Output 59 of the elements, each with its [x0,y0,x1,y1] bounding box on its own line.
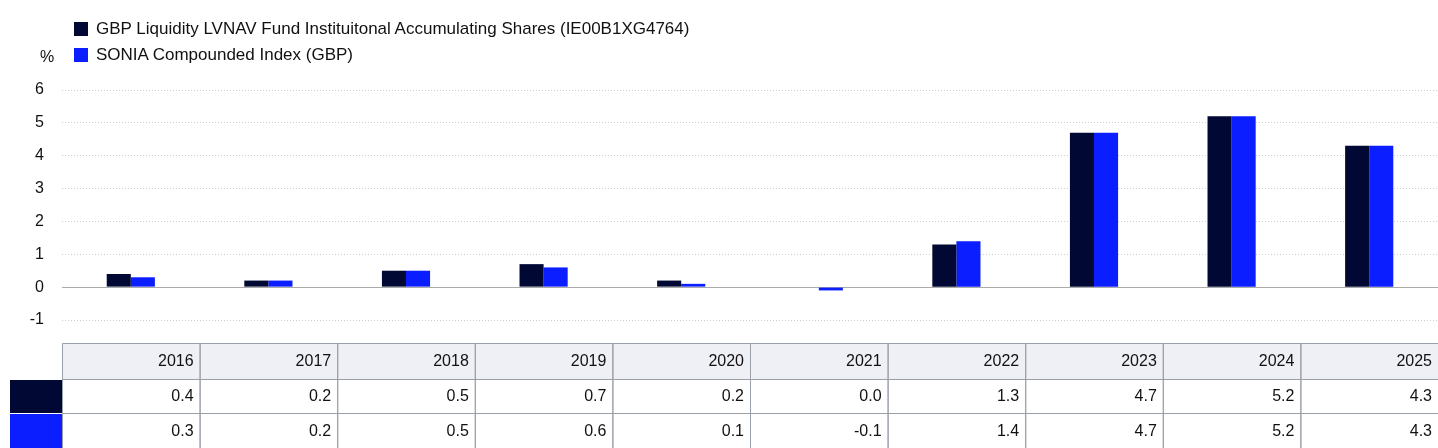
data-label: 0.5 [446,387,469,405]
y-tick-label: 0 [35,277,45,295]
x-tick-label: 2016 [158,352,194,370]
bar [244,280,269,287]
y-axis-title: % [40,48,55,66]
bar [268,280,293,287]
y-tick-label: 1 [35,244,45,262]
bar [406,270,431,287]
data-label: 0.2 [308,387,332,405]
data-label: 0.2 [721,387,745,405]
y-tick-label: -1 [29,310,45,328]
x-tick-label: 2018 [433,352,469,370]
bar [519,264,544,287]
bar [1345,145,1370,287]
x-tick-label: 2025 [1396,352,1433,370]
x-tick-label: 2021 [846,352,882,370]
x-tick-label: 2022 [983,352,1020,370]
bar [956,241,981,287]
bar [381,270,406,287]
data-label: 0.3 [171,421,194,439]
bar [1231,116,1256,287]
bar [1094,132,1119,287]
data-label: 0.6 [584,421,607,439]
bar [657,280,682,287]
y-tick-label: 4 [35,146,45,164]
bar [130,277,155,287]
x-tick-label: 2019 [570,352,607,370]
data-label: 1.4 [996,421,1020,439]
data-label: 0.0 [859,387,882,405]
data-label: 0.1 [721,421,745,439]
data-label: 4.3 [1409,387,1433,405]
bar [932,244,957,287]
data-label: 0.2 [308,421,332,439]
bar [106,274,131,287]
data-label: 0.7 [584,387,607,405]
data-label: 0.5 [446,421,469,439]
bar [1069,132,1094,287]
data-label: 5.2 [1272,421,1295,439]
data-label: 1.3 [996,387,1020,405]
y-tick-label: 5 [35,113,45,131]
y-tick-label: 2 [35,211,45,229]
data-label: 4.3 [1409,421,1433,439]
legend-label: GBP Liquidity LVNAV Fund Instituitonal Accumulating Shares (IE00B1XG4764) [96,19,690,39]
bar [1369,145,1394,287]
data-label: 4.7 [1134,387,1157,405]
bar [681,283,706,287]
data-label: 0.4 [171,387,194,405]
legend-label: SONIA Compounded Index (GBP) [96,45,354,65]
data-label: -0.1 [854,421,882,439]
bar [1207,116,1232,287]
y-tick-label: 3 [35,178,45,196]
bar [543,267,568,287]
x-tick-label: 2020 [708,352,745,370]
x-tick-label: 2017 [295,352,332,370]
y-tick-label: 6 [35,80,45,98]
x-tick-label: 2024 [1258,352,1295,370]
data-label: 4.7 [1134,421,1157,439]
data-label: 5.2 [1272,387,1295,405]
x-tick-label: 2023 [1121,352,1157,370]
